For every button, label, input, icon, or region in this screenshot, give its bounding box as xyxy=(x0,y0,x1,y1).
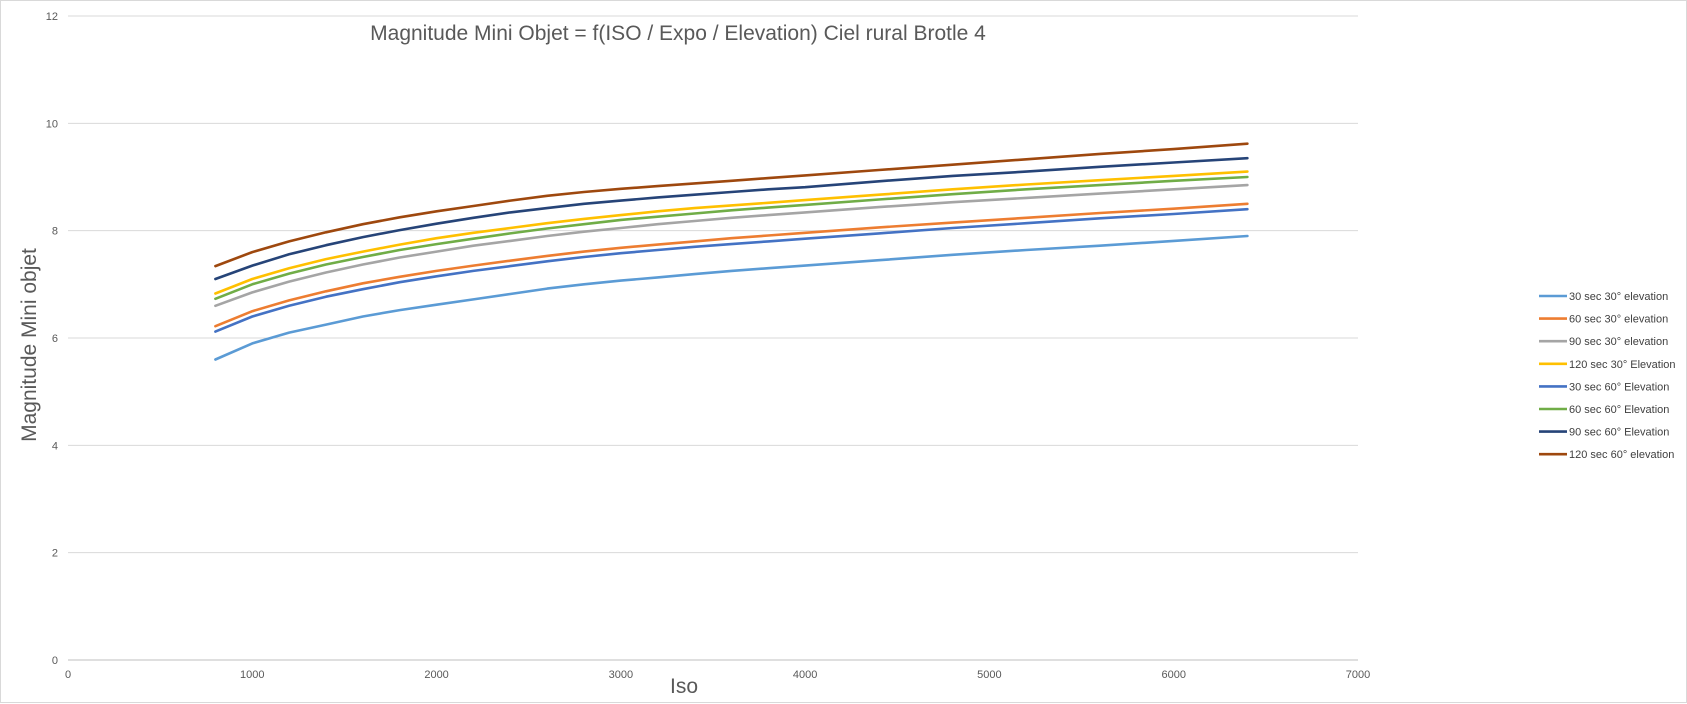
chart-title: Magnitude Mini Objet = f(ISO / Expo / El… xyxy=(370,22,986,45)
y-tick-label: 2 xyxy=(52,548,58,560)
y-tick-label: 8 xyxy=(52,226,58,238)
x-tick-label: 0 xyxy=(65,669,71,681)
axes: 0 2 4 6 8 10 12 0 1000 2000 3000 4000 5000 6000 7000 xyxy=(46,11,1370,681)
x-tick-label: 5000 xyxy=(977,669,1001,681)
y-tick-label: 6 xyxy=(52,333,58,345)
gridlines xyxy=(68,15,1358,661)
x-tick-label: 2000 xyxy=(424,669,448,681)
legend: 30 sec 30° elevation 60 sec 30° elevation… xyxy=(1539,291,1676,461)
x-tick-label: 6000 xyxy=(1161,669,1185,681)
series-line-5 xyxy=(214,207,1249,333)
series-line-1 xyxy=(214,234,1249,361)
x-tick-label: 7000 xyxy=(1346,669,1370,681)
y-tick-label: 4 xyxy=(52,440,58,452)
y-tick-label: 10 xyxy=(46,118,58,130)
series-line-3 xyxy=(214,183,1249,308)
x-tick-label: 1000 xyxy=(240,669,264,681)
series-line-8 xyxy=(214,142,1249,268)
y-tick-label: 0 xyxy=(52,655,58,667)
legend-label: 60 sec 60° Elevation xyxy=(1569,404,1669,416)
x-axis-title: Iso xyxy=(670,675,698,698)
x-tick-label: 4000 xyxy=(793,669,817,681)
legend-label: 120 sec 60° elevation xyxy=(1569,449,1674,461)
y-tick-label: 12 xyxy=(46,11,58,23)
legend-label: 30 sec 60° Elevation xyxy=(1569,381,1669,393)
x-tick-label: 3000 xyxy=(609,669,633,681)
legend-label: 60 sec 30° elevation xyxy=(1569,314,1668,326)
series-line-7 xyxy=(214,156,1249,281)
series-line-4 xyxy=(214,170,1249,295)
series-lines xyxy=(214,142,1249,361)
y-axis-title: Magnitude Mini objet xyxy=(18,248,41,442)
legend-label: 90 sec 30° elevation xyxy=(1569,336,1668,348)
series-line-2 xyxy=(214,202,1249,328)
legend-label: 90 sec 60° Elevation xyxy=(1569,427,1669,439)
legend-label: 120 sec 30° Elevation xyxy=(1569,359,1676,371)
legend-label: 30 sec 30° elevation xyxy=(1569,291,1668,303)
series-line-6 xyxy=(214,175,1249,301)
